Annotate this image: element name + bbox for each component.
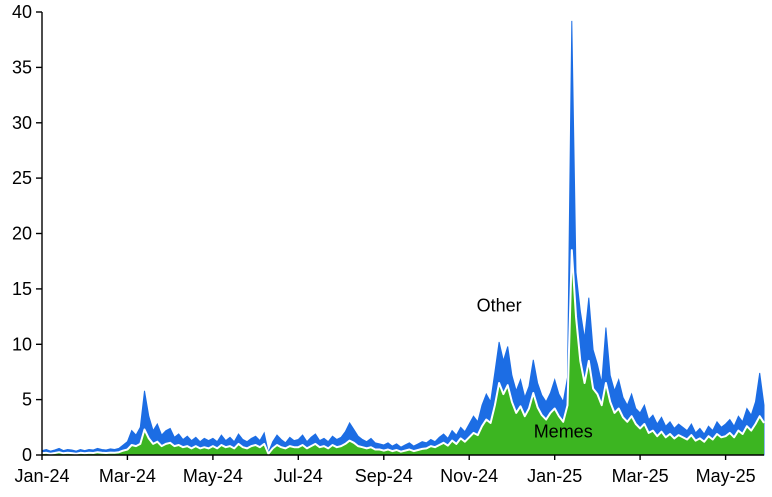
x-tick-label: May-25 [696, 466, 756, 486]
y-tick-label: 25 [12, 168, 32, 188]
y-tick-label: 5 [22, 390, 32, 410]
x-tick-label: Jul-24 [274, 466, 323, 486]
y-tick-label: 40 [12, 2, 32, 22]
x-tick-label: May-24 [183, 466, 243, 486]
x-tick-label: Mar-24 [99, 466, 156, 486]
y-tick-label: 35 [12, 57, 32, 77]
x-tick-label: Sep-24 [355, 466, 413, 486]
y-tick-label: 0 [22, 445, 32, 465]
other-area [41, 20, 765, 456]
series-separator-line [41, 249, 765, 455]
memes-area [42, 250, 764, 455]
x-tick-label: Jan-25 [527, 466, 582, 486]
x-tick-label: Jan-24 [14, 466, 69, 486]
series-label-other: Other [477, 296, 522, 316]
y-tick-label: 20 [12, 224, 32, 244]
x-tick-label: Mar-25 [612, 466, 669, 486]
y-tick-label: 30 [12, 113, 32, 133]
series-label-memes: Memes [534, 422, 593, 442]
y-tick-label: 15 [12, 279, 32, 299]
x-tick-label: Nov-24 [440, 466, 498, 486]
y-tick-label: 10 [12, 334, 32, 354]
